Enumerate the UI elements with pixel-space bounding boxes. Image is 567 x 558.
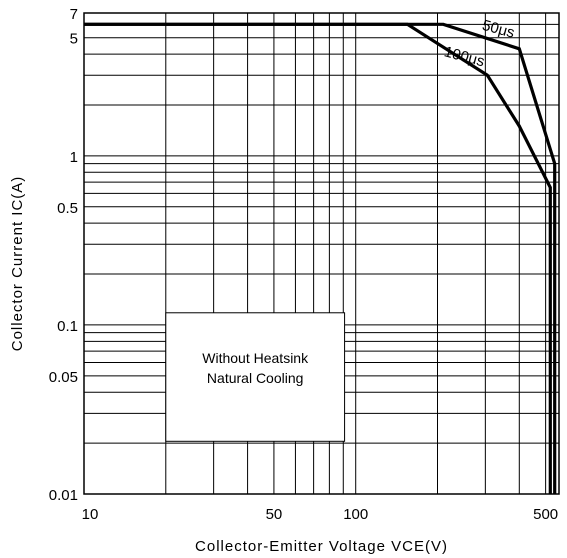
y-tick-label: 7 (70, 6, 78, 23)
annotation-line-1: Without Heatsink (202, 350, 309, 366)
x-axis-title: Collector-Emitter Voltage VCE(V) (195, 538, 448, 555)
annotation-line-2: Natural Cooling (207, 370, 304, 386)
series-lines (84, 22, 557, 494)
x-tick-label: 100 (343, 506, 368, 523)
x-tick-label: 500 (533, 506, 558, 523)
tick-labels: 10 50 100 500 0.01 0.05 0.1 0.5 1 5 7 (49, 6, 558, 523)
y-tick-label: 5 (70, 31, 78, 48)
x-tick-label: 50 (266, 506, 283, 523)
y-tick-label: 0.01 (49, 487, 78, 504)
series-line-1 (84, 22, 552, 494)
x-tick-label: 10 (82, 506, 99, 523)
annotation-box-background (165, 312, 346, 442)
plot-frame (83, 12, 560, 495)
annotation-box: Without Heatsink Natural Cooling (165, 312, 346, 442)
y-tick-label: 0.5 (57, 200, 78, 217)
y-tick-label: 1 (70, 149, 78, 166)
y-axis-title: Collector Current IC(A) (9, 176, 26, 352)
y-tick-label: 0.05 (49, 369, 78, 386)
y-tick-label: 0.1 (57, 318, 78, 335)
